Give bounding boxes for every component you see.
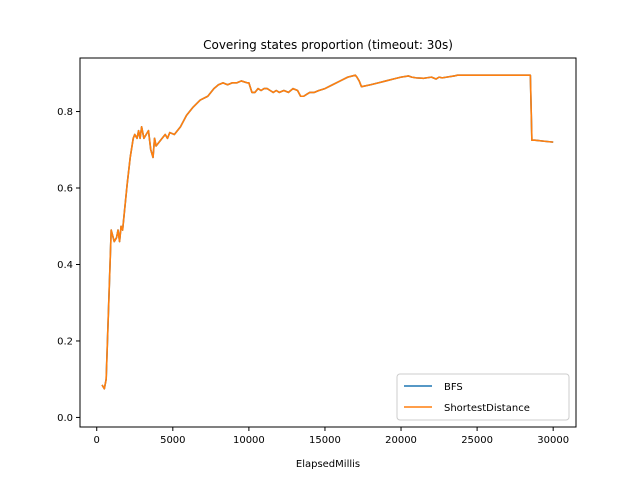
x-tick-label: 25000	[461, 435, 493, 446]
series-line-shortestdistance	[101, 74, 554, 390]
x-tick-label: 0	[94, 435, 100, 446]
y-tick-label: 0.4	[57, 260, 73, 271]
legend-box	[396, 373, 570, 421]
axis-ticks: 0 5000 10000 15000 20000 25000 30000 0.0 0.2 0.4 0…	[57, 107, 569, 446]
x-tick-label: 10000	[233, 435, 265, 446]
x-axis-label: ElapsedMillis	[296, 459, 360, 470]
y-tick-label: 0.6	[57, 184, 73, 195]
series-lines	[101, 74, 554, 390]
legend-label-bfs: BFS	[444, 382, 463, 393]
x-tick-label: 5000	[160, 435, 185, 446]
y-tick-label: 0.8	[57, 107, 73, 118]
plot-frame	[79, 57, 577, 428]
y-tick-label: 0.0	[57, 413, 73, 424]
x-tick-label: 15000	[309, 435, 341, 446]
x-tick-label: 30000	[537, 435, 569, 446]
legend: BFS ShortestDistance	[396, 373, 570, 421]
legend-label-shortestdistance: ShortestDistance	[444, 403, 530, 414]
series-line-bfs	[101, 74, 554, 390]
chart-title: Covering states proportion (timeout: 30s…	[203, 38, 453, 52]
y-tick-label: 0.2	[57, 336, 73, 347]
x-tick-label: 20000	[385, 435, 417, 446]
